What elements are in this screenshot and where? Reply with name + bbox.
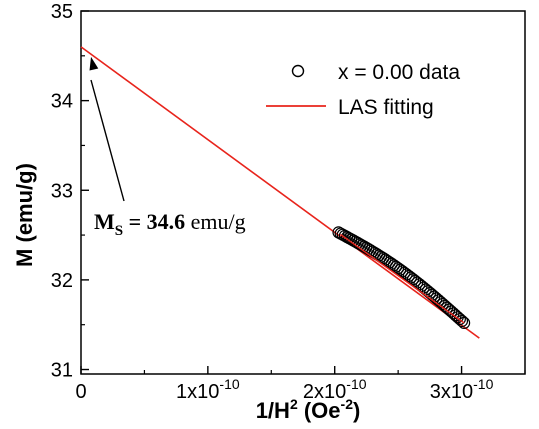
legend: x = 0.00 data LAS fitting: [266, 61, 460, 119]
data-point: [394, 263, 407, 276]
annotation-text: MS = 34.6 emu/g: [94, 209, 246, 239]
y-tick-label: 34: [51, 91, 73, 113]
x-tick-label: 0: [75, 381, 86, 403]
data-points-layer: [332, 226, 471, 330]
plot-frame: [80, 10, 526, 375]
legend-marker-data: [291, 64, 305, 78]
x-tick-label: 2x10-10: [303, 376, 367, 403]
x-axis-title: 1/H2 (Oe-2): [256, 396, 361, 423]
data-point: [458, 316, 471, 330]
annotation-arrow-shaft: [90, 79, 125, 202]
legend-label-data: x = 0.00 data: [338, 61, 460, 84]
annotation-arrowhead: [89, 56, 99, 71]
fit-line-layer: [80, 46, 480, 339]
y-axis-ticks: 31 32 33 34 35: [51, 1, 89, 382]
fit-line-overlay: [340, 233, 465, 324]
data-point: [396, 265, 409, 278]
fit-line: [80, 46, 480, 339]
x-tick-label: 3x10-10: [430, 376, 494, 403]
y-tick-label: 32: [51, 270, 73, 292]
x-tick-label: 1x10-10: [176, 376, 240, 403]
data-point: [398, 266, 411, 279]
y-axis-title: M (emu/g): [12, 163, 37, 267]
saturation-annotation: MS = 34.6 emu/g: [89, 56, 246, 239]
data-point: [453, 312, 466, 326]
x-axis-ticks: 0 1x10-10 2x10-10 3x10-10: [75, 366, 526, 403]
y-tick-label: 33: [51, 180, 73, 202]
y-tick-label: 31: [51, 360, 73, 382]
data-point: [455, 314, 469, 328]
legend-label-fit: LAS fitting: [338, 96, 434, 119]
y-tick-label: 35: [51, 1, 73, 23]
